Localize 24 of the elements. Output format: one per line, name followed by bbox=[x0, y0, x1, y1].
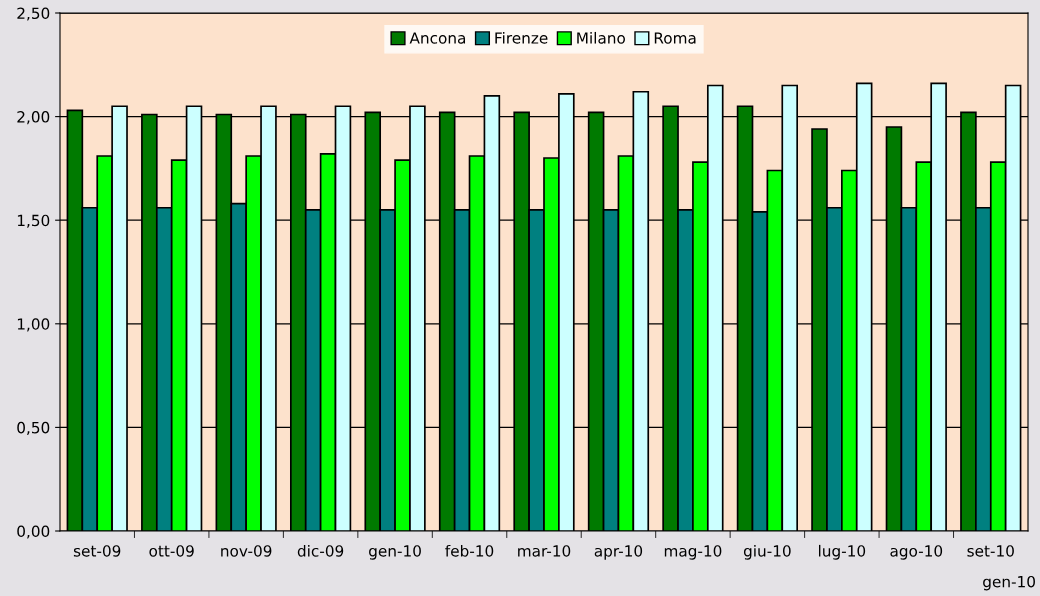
x-tick-label: mag-10 bbox=[664, 545, 722, 560]
x-tick-label: gen-10 bbox=[369, 545, 421, 560]
y-tick-label: 2,00 bbox=[17, 111, 50, 125]
y-tick-label: 1,00 bbox=[17, 318, 50, 332]
x-tick-label: set-09 bbox=[73, 545, 121, 557]
x-tick-label: mar-10 bbox=[518, 545, 571, 557]
x-tick-label: giu-10 bbox=[743, 544, 791, 560]
y-tick-label: 0,50 bbox=[17, 421, 50, 435]
legend-label: Milano bbox=[577, 31, 625, 44]
x-tick-label: dic-09 bbox=[297, 544, 344, 557]
y-tick-label: 0,00 bbox=[17, 525, 50, 539]
legend-label: Firenze bbox=[495, 31, 548, 44]
x-tick-label: ott-09 bbox=[149, 545, 194, 557]
legend-label: Ancona bbox=[409, 32, 466, 44]
x-tick-label: ago-10 bbox=[890, 545, 943, 560]
legend-label: Roma bbox=[654, 32, 696, 44]
y-tick-label: 2,50 bbox=[17, 7, 50, 21]
text: gen-10 bbox=[983, 575, 1035, 591]
x-tick-label: feb-10 bbox=[445, 544, 494, 557]
x-tick-label: set-10 bbox=[967, 545, 1014, 557]
x-tick-label: nov-09 bbox=[221, 545, 272, 557]
x-tick-label: apr-10 bbox=[594, 545, 643, 560]
y-tick-label: 1,50 bbox=[17, 214, 50, 228]
x-tick-label: lug-10 bbox=[819, 544, 866, 560]
